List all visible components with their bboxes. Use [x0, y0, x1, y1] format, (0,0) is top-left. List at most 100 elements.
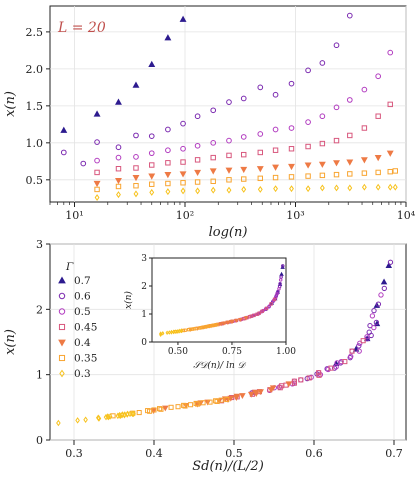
bottom-point-gamma-0_35 [145, 408, 151, 414]
bottom-point-gamma-0_45 [316, 370, 322, 376]
top-point-gamma-0_6 [305, 67, 311, 74]
top-point-gamma-0_35 [194, 179, 201, 185]
inset-frame [151, 257, 287, 343]
top-point-gamma-0_5 [361, 86, 368, 93]
top-point-gamma-0_7 [60, 126, 68, 133]
legend-marker-gamma-0_3 [59, 369, 65, 378]
top-point-gamma-0_5 [305, 119, 311, 125]
inset-point-gamma-0_4 [226, 320, 232, 325]
inset-point-gamma-0_35 [183, 328, 187, 332]
bottom-ylabel: x(n) [3, 329, 18, 355]
top-point-gamma-0_6 [226, 99, 232, 105]
top-point-gamma-0_4 [194, 169, 202, 177]
bottom-point-gamma-0_35 [213, 398, 219, 404]
top-point-gamma-0_4 [346, 159, 354, 166]
bottom-point-gamma-0_6 [373, 319, 380, 326]
bottom-marks [56, 259, 394, 427]
top-point-gamma-0_5 [375, 73, 382, 80]
top-point-gamma-0_6 [180, 120, 186, 127]
top-point-gamma-0_3 [165, 188, 171, 196]
bottom-point-gamma-0_5 [371, 324, 377, 331]
top-point-gamma-0_3 [319, 184, 325, 192]
top-point-gamma-0_4 [333, 160, 340, 167]
top-point-gamma-0_35 [226, 177, 232, 183]
top-point-gamma-0_35 [115, 183, 122, 190]
top-point-gamma-0_4 [209, 168, 217, 175]
bottom-point-gamma-0_3 [130, 410, 135, 418]
bottom-point-gamma-0_5 [357, 340, 363, 346]
legend-marker-gamma-0_4 [58, 339, 66, 347]
bottom-y-tick-label: 3 [36, 238, 43, 251]
top-point-gamma-0_3 [180, 187, 186, 195]
inset-point-gamma-0_45 [260, 309, 264, 313]
top-point-gamma-0_4 [386, 150, 394, 157]
top-point-gamma-0_45 [347, 132, 353, 139]
top-point-gamma-0_5 [194, 142, 201, 149]
top-point-gamma-0_45 [361, 125, 368, 131]
top-point-gamma-0_3 [361, 183, 367, 191]
bottom-x-tick-label: 0.3 [65, 447, 83, 460]
top-point-gamma-0_4 [148, 173, 156, 180]
top-point-gamma-0_35 [241, 176, 247, 182]
inset-point-gamma-0_3 [159, 331, 163, 336]
bottom-point-gamma-0_3 [83, 416, 88, 424]
top-point-gamma-0_7 [93, 110, 101, 117]
bottom-point-gamma-0_6 [381, 285, 387, 292]
top-point-gamma-0_5 [115, 154, 122, 161]
bottom-point-gamma-0_5 [325, 366, 331, 373]
top-point-gamma-0_45 [94, 169, 100, 176]
inset-point-gamma-0_6 [280, 264, 285, 268]
inset-point-gamma-0_3 [179, 328, 184, 334]
bottom-point-gamma-0_5 [369, 313, 376, 319]
bottom-point-gamma-0_35 [182, 403, 188, 409]
inset-point-gamma-0_4 [230, 319, 235, 324]
bottom-point-gamma-0_4 [285, 381, 293, 388]
bottom-y-tick-label: 1 [36, 369, 43, 382]
inset-point-gamma-0_5 [275, 292, 279, 296]
bottom-point-gamma-0_4 [269, 385, 277, 392]
legend-label-gamma-0_35: 0.35 [74, 353, 97, 365]
top-point-gamma-0_3 [392, 183, 398, 191]
top-point-gamma-0_4 [374, 155, 382, 162]
top-point-gamma-0_6 [115, 144, 122, 151]
top-point-gamma-0_5 [288, 125, 295, 131]
bottom-point-gamma-0_35 [224, 396, 230, 403]
top-point-gamma-0_6 [257, 84, 264, 91]
top-point-gamma-0_35 [272, 174, 279, 181]
top-point-gamma-0_4 [179, 171, 187, 178]
top-point-gamma-0_5 [226, 137, 232, 144]
top-point-gamma-0_3 [375, 183, 381, 191]
top-point-gamma-0_6 [165, 126, 171, 133]
top-point-gamma-0_35 [94, 186, 100, 193]
bottom-point-gamma-0_3 [107, 413, 113, 420]
top-x-tick-label: 10⁴ [397, 209, 416, 222]
top-point-gamma-0_7 [164, 34, 172, 41]
top-point-gamma-0_4 [93, 180, 101, 188]
top-x-tick-label: 10³ [286, 209, 304, 222]
top-point-gamma-0_6 [288, 80, 295, 87]
top-y-tick-label: 0.5 [26, 174, 44, 187]
top-point-gamma-0_5 [319, 113, 326, 120]
top-point-gamma-0_3 [305, 185, 311, 193]
inset-point-gamma-0_3 [161, 331, 165, 336]
inset: 0 1 2 3 0.50 0.75 1.00 𝒮𝒟(n)/ ln 𝒟 x(n) [123, 254, 296, 371]
top-point-gamma-0_7 [115, 98, 122, 105]
bottom-y-tick-label: 2 [36, 303, 43, 316]
inset-marks [159, 264, 285, 337]
top-point-gamma-0_4 [288, 163, 295, 171]
top-point-gamma-0_6 [319, 60, 326, 66]
top-point-gamma-0_5 [272, 126, 279, 133]
top-point-gamma-0_6 [210, 107, 217, 114]
bottom-point-gamma-0_45 [328, 365, 334, 371]
bottom-x-tick-label: 0.5 [225, 447, 243, 460]
top-point-gamma-0_5 [148, 150, 155, 157]
inset-x-tick-label: 1.00 [276, 347, 296, 357]
top-point-gamma-0_45 [333, 137, 340, 144]
top-point-gamma-0_6 [80, 160, 87, 167]
top-x-tick-label: 10¹ [65, 209, 83, 222]
top-point-gamma-0_5 [165, 147, 171, 154]
inset-point-gamma-0_3 [174, 329, 178, 334]
top-point-gamma-0_4 [240, 166, 248, 174]
bottom-point-gamma-0_5 [364, 334, 370, 340]
top-point-gamma-0_35 [210, 178, 216, 185]
